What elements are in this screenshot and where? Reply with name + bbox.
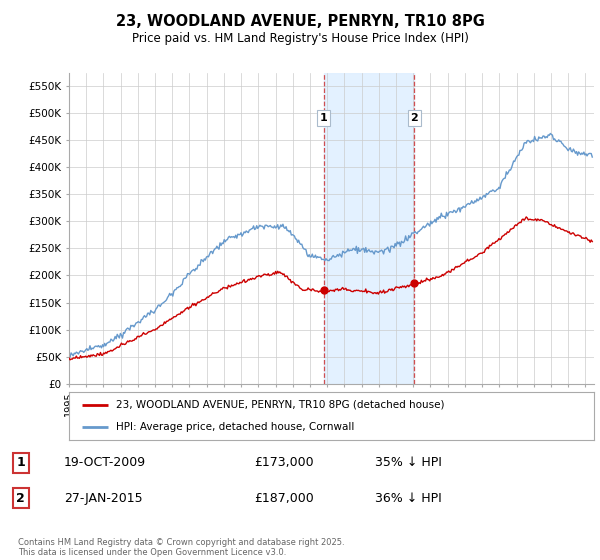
Text: 27-JAN-2015: 27-JAN-2015 bbox=[64, 492, 142, 505]
Text: 36% ↓ HPI: 36% ↓ HPI bbox=[375, 492, 442, 505]
Text: 2: 2 bbox=[410, 113, 418, 123]
Text: 35% ↓ HPI: 35% ↓ HPI bbox=[375, 456, 442, 469]
Text: HPI: Average price, detached house, Cornwall: HPI: Average price, detached house, Corn… bbox=[116, 422, 355, 432]
Text: 23, WOODLAND AVENUE, PENRYN, TR10 8PG: 23, WOODLAND AVENUE, PENRYN, TR10 8PG bbox=[116, 14, 484, 29]
Bar bbox=[324, 73, 415, 384]
Text: 23, WOODLAND AVENUE, PENRYN, TR10 8PG (detached house): 23, WOODLAND AVENUE, PENRYN, TR10 8PG (d… bbox=[116, 400, 445, 410]
Text: Price paid vs. HM Land Registry's House Price Index (HPI): Price paid vs. HM Land Registry's House … bbox=[131, 32, 469, 45]
Text: 2: 2 bbox=[16, 492, 25, 505]
Text: £173,000: £173,000 bbox=[254, 456, 314, 469]
Text: Contains HM Land Registry data © Crown copyright and database right 2025.
This d: Contains HM Land Registry data © Crown c… bbox=[18, 538, 344, 557]
Text: £187,000: £187,000 bbox=[254, 492, 314, 505]
Text: 19-OCT-2009: 19-OCT-2009 bbox=[64, 456, 146, 469]
Text: 1: 1 bbox=[16, 456, 25, 469]
Text: 1: 1 bbox=[320, 113, 328, 123]
